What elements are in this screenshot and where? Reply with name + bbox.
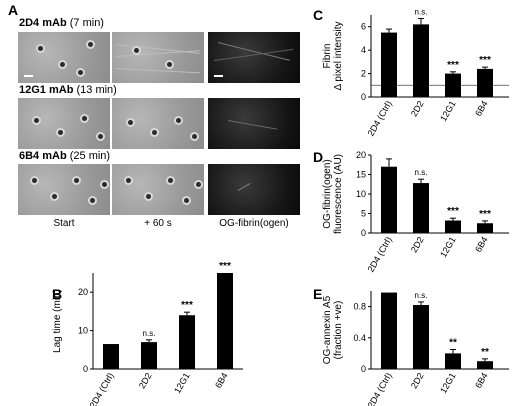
micrograph-2d4-60s: [112, 32, 204, 83]
significance-label-e: n.s.: [415, 291, 428, 300]
micrograph-6b4-60s: [112, 164, 204, 215]
y-axis-label-d: fluorescence (AU): [333, 154, 344, 234]
y-axis-label-d: OG-fibrin(ogen): [322, 159, 333, 228]
bar-b: [179, 315, 195, 369]
panel-letter-e: E: [313, 286, 323, 302]
bar-d: [381, 166, 397, 233]
panel-letter-c: C: [313, 7, 324, 23]
significance-label-e: **: [481, 347, 489, 358]
bar-b: [141, 342, 157, 369]
micrograph-12g1-fluorescence: [208, 98, 300, 149]
y-axis-label-b: Lag time (min): [52, 289, 63, 353]
bar-d: [413, 183, 429, 233]
category-label-b: 6B4: [213, 371, 230, 390]
row-title-2d4: 2D4 mAb (7 min): [19, 17, 104, 29]
category-label-c: 2D2: [409, 99, 426, 118]
micrograph-2d4-start: [18, 32, 110, 83]
y-tick-label-c: 2: [361, 69, 366, 79]
y-tick-label-d: 5: [361, 209, 366, 219]
bar-e: [381, 292, 397, 369]
y-tick-label-c: 0: [361, 92, 366, 102]
category-label-c: 12G1: [438, 99, 458, 123]
category-label-d: 12G1: [438, 235, 458, 259]
row-title-12g1-time: (13 min): [76, 84, 117, 96]
y-axis-label-e: (fraction +ve): [333, 301, 344, 360]
significance-label-b: n.s.: [143, 329, 156, 338]
category-label-d: 2D2: [409, 235, 426, 254]
significance-label-c: n.s.: [415, 8, 428, 17]
micrograph-12g1-60s: [112, 98, 204, 149]
y-tick-label-b: 20: [78, 287, 88, 297]
micrograph-6b4-fluorescence: [208, 164, 300, 215]
bar-e: [445, 353, 461, 369]
significance-label-d: ***: [479, 209, 491, 220]
significance-label-c: ***: [447, 60, 459, 71]
y-tick-label-e: 0.4: [353, 333, 366, 343]
row-title-6b4-time: (25 min): [69, 150, 111, 162]
significance-label-b: ***: [181, 300, 193, 311]
category-label-b: 2D4 (Ctrl): [88, 371, 116, 406]
bar-b: [103, 344, 119, 369]
row-title-12g1-mab: 12G1 mAb: [19, 84, 74, 96]
significance-label-c: ***: [479, 55, 491, 66]
scale-bar: [24, 75, 33, 77]
y-tick-label-d: 10: [356, 189, 366, 199]
micrograph-12g1-start: [18, 98, 110, 149]
significance-label-d: n.s.: [415, 168, 428, 177]
category-label-c: 6B4: [473, 99, 490, 118]
row-title-12g1: 12G1 mAb (13 min): [19, 84, 117, 96]
y-tick-label-e: 0.8: [353, 302, 366, 312]
y-tick-label-b: 10: [78, 326, 88, 336]
chart-e: 0 0.4 0.8 2D4 (Ctrl) n.s. 2D2 ** 12G1 ** 6B4 OG-an…: [322, 291, 509, 406]
y-axis-label-c: Fibrin: [322, 43, 333, 68]
column-label-60s: + 60 s: [144, 218, 172, 229]
category-label-b: 12G1: [172, 371, 192, 395]
y-axis-label-c: Δ pixel intensity: [333, 22, 344, 91]
micrograph-2d4-fluorescence: [208, 32, 300, 83]
y-axis-label-e: OG-annexin A5: [322, 295, 333, 364]
chart-c: 0 2 4 6 2D4 (Ctrl) n.s. 2D2 *** 12G1 *** 6B4 Fibrin…: [322, 8, 509, 138]
bar-b: [217, 273, 233, 369]
category-label-e: 2D2: [409, 371, 426, 390]
bar-e: [477, 361, 493, 369]
bar-c: [477, 68, 493, 97]
category-label-d: 6B4: [473, 235, 490, 254]
significance-label-e: **: [449, 338, 457, 349]
column-label-start: Start: [53, 218, 75, 229]
y-tick-label-d: 15: [356, 170, 366, 180]
panel-letter-d: D: [313, 149, 324, 165]
bar-d: [445, 220, 461, 233]
row-title-2d4-time: (7 min): [69, 17, 104, 29]
row-title-6b4-mab: 6B4 mAb: [19, 150, 67, 162]
y-tick-label-b: 0: [83, 364, 88, 374]
category-label-e: 2D4 (Ctrl): [366, 371, 394, 406]
significance-label-b: ***: [219, 261, 231, 272]
column-label-fluorescence: OG-fibrin(ogen): [219, 218, 289, 229]
bar-e: [413, 305, 429, 369]
panel-letter-b: B: [52, 286, 63, 302]
y-tick-label-c: 6: [361, 22, 366, 32]
category-label-d: 2D4 (Ctrl): [366, 235, 394, 274]
bar-c: [381, 32, 397, 98]
category-label-c: 2D4 (Ctrl): [366, 99, 394, 138]
category-label-b: 2D2: [137, 371, 154, 390]
y-tick-label-e: 0: [361, 364, 366, 374]
category-label-e: 12G1: [438, 371, 458, 395]
y-tick-label-c: 4: [361, 45, 366, 55]
bar-c: [413, 24, 429, 97]
category-label-e: 6B4: [473, 371, 490, 390]
significance-label-d: ***: [447, 206, 459, 217]
micrograph-6b4-start: [18, 164, 110, 215]
row-title-6b4: 6B4 mAb (25 min): [19, 150, 110, 162]
chart-b: 0 10 20 2D4 (Ctrl) n.s. 2D2 *** 12G1 *** 6B4 Lag t…: [52, 261, 243, 406]
bar-d: [477, 223, 493, 233]
bar-c: [445, 73, 461, 97]
scale-bar-fluorescence: [214, 75, 223, 77]
y-tick-label-d: 20: [356, 150, 366, 160]
chart-d: 0 5 10 15 20 2D4 (Ctrl) n.s. 2D2 *** 12G1 *** 6B4 OG…: [322, 150, 509, 274]
y-tick-label-d: 0: [361, 228, 366, 238]
row-title-2d4-mab: 2D4 mAb: [19, 17, 67, 29]
panel-letter-a: A: [8, 2, 19, 18]
